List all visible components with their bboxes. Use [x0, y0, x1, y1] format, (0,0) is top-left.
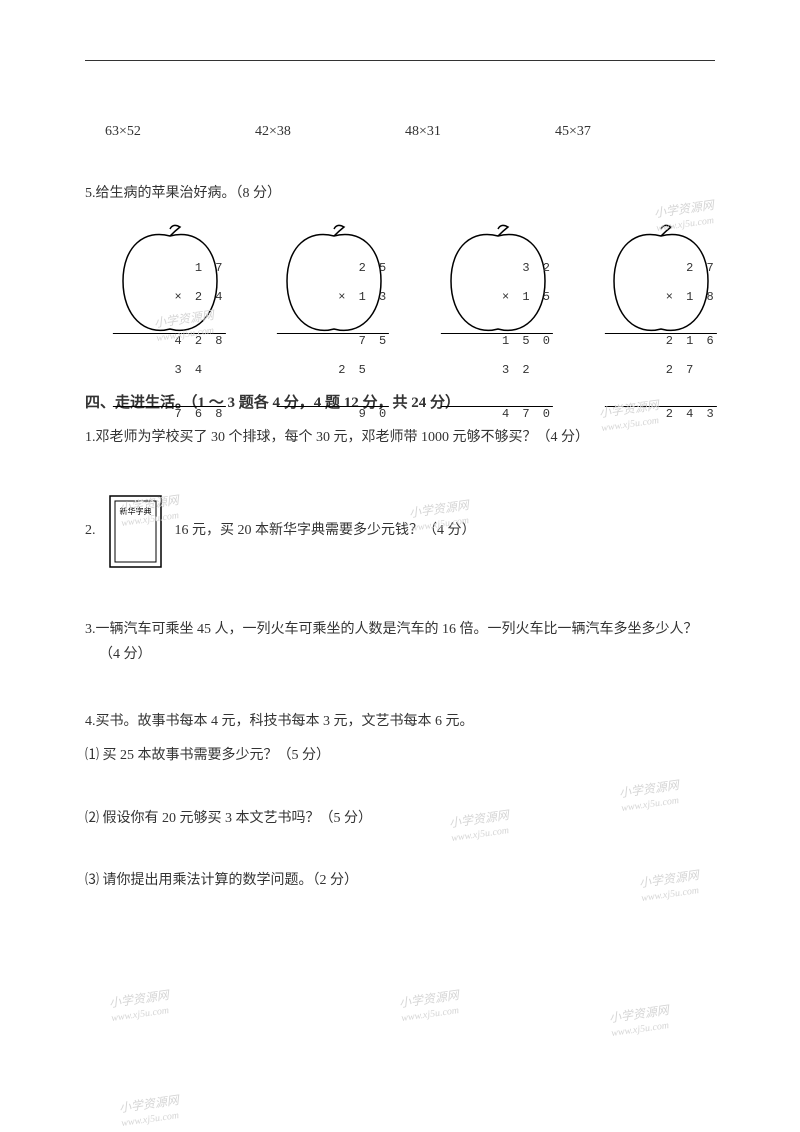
- apples-row: 1 7 × 2 4 4 2 8 3 4 7 6 8 2 5 × 1 3 7 5 …: [85, 221, 715, 341]
- watermark: 小学资源网 www.xj5u.com: [398, 986, 462, 1027]
- q4-text: 4.买书。故事书每本 4 元，科技书每本 3 元，文艺书每本 6 元。: [85, 711, 715, 733]
- watermark: 小学资源网 www.xj5u.com: [108, 986, 172, 1027]
- calc-num: 2 1 6: [605, 333, 717, 348]
- calc-num: × 1 5: [502, 290, 553, 304]
- calc-num: 9 0: [277, 406, 389, 421]
- apple-calc-1: 1 7 × 2 4 4 2 8 3 4 7 6 8: [113, 247, 225, 450]
- expr-2: 42×38: [255, 121, 405, 143]
- expr-3: 48×31: [405, 121, 555, 143]
- q4-sub2: ⑵ 假设你有 20 元够买 3 本文艺书吗？（5 分）: [85, 808, 715, 830]
- calc-num: 7 6 8: [113, 406, 225, 421]
- q4-sub1: ⑴ 买 25 本故事书需要多少元？（5 分）: [85, 745, 715, 767]
- book-icon: 新华字典: [108, 494, 163, 569]
- apple-calc-4: 2 7 × 1 8 2 1 6 2 7 2 4 3: [605, 247, 717, 450]
- calc-num: 2 4 3: [605, 406, 717, 421]
- header-rule: [85, 60, 715, 61]
- calc-num: × 1 8: [666, 290, 717, 304]
- calc-num: 7 5: [277, 333, 389, 348]
- watermark: 小学资源网 www.xj5u.com: [118, 1091, 182, 1132]
- calc-num: 3 2: [502, 363, 553, 377]
- expr-1: 63×52: [105, 121, 255, 143]
- q4-sub3: ⑶ 请你提出用乘法计算的数学问题。（2 分）: [85, 870, 715, 892]
- calc-num: 1 5 0: [441, 333, 553, 348]
- apple-calc-3: 3 2 × 1 5 1 5 0 3 2 4 7 0: [441, 247, 553, 450]
- book-label: 新华字典: [119, 506, 151, 516]
- calc-num: 2 7: [666, 363, 717, 377]
- q2-text: 16 元，买 20 本新华字典需要多少元钱？（4 分）: [175, 520, 476, 542]
- expression-row: 63×52 42×38 48×31 45×37: [85, 121, 715, 143]
- calc-num: 4 7 0: [441, 406, 553, 421]
- apple-1: 1 7 × 2 4 4 2 8 3 4 7 6 8: [115, 221, 224, 341]
- calc-num: 4 2 8: [113, 333, 225, 348]
- calc-num: 2 5: [338, 363, 389, 377]
- apple-2: 2 5 × 1 3 7 5 2 5 9 0: [279, 221, 388, 341]
- calc-num: 3 2: [522, 261, 553, 275]
- calc-num: 1 7: [195, 261, 226, 275]
- apple-calc-2: 2 5 × 1 3 7 5 2 5 9 0: [277, 247, 389, 450]
- calc-num: 3 4: [174, 363, 225, 377]
- watermark: 小学资源网 www.xj5u.com: [608, 1001, 672, 1042]
- q5-title: 5.给生病的苹果治好病。（8 分）: [85, 183, 715, 205]
- q2-number: 2.: [85, 520, 96, 542]
- calc-num: 2 7: [686, 261, 717, 275]
- calc-num: × 1 3: [338, 290, 389, 304]
- apple-3: 3 2 × 1 5 1 5 0 3 2 4 7 0: [443, 221, 552, 341]
- q2-row: 2. 新华字典 16 元，买 20 本新华字典需要多少元钱？（4 分）: [85, 494, 715, 569]
- apple-4: 2 7 × 1 8 2 1 6 2 7 2 4 3: [606, 221, 715, 341]
- calc-num: × 2 4: [174, 290, 225, 304]
- q3-text: 3.一辆汽车可乘坐 45 人，一列火车可乘坐的人数是汽车的 16 倍。一列火车比…: [85, 619, 715, 641]
- q3-points: （4 分）: [85, 644, 715, 666]
- calc-num: 2 5: [359, 261, 390, 275]
- expr-4: 45×37: [555, 121, 591, 143]
